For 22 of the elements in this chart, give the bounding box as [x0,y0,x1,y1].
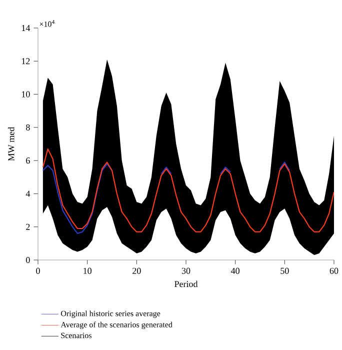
line-series [42,148,334,232]
y-tick-label: 2 [26,224,30,230]
legend-label: Scenarios [61,332,92,338]
x-tick-label: 60 [330,268,338,274]
y-tick-label: 0 [26,256,30,264]
x-tick-label: 40 [231,268,240,274]
x-tick-label: 10 [84,268,92,274]
text: ×10$^{4}$ [40,20,55,27]
y-tick-label: 6 [26,158,30,164]
y-tick-label: 10 [22,91,30,98]
x-axis-title: Period [174,280,198,288]
x-tick-label: 50 [280,268,289,274]
x-tick-label: 0 [36,268,40,274]
y-tick-label: 4 [26,190,30,197]
y-axis-title: MW med [8,126,14,161]
x-tick-label: 30 [182,268,190,274]
y-tick-label: 12 [22,58,30,64]
y-tick-label: 8 [26,124,30,130]
legend-label: Average of the scenarios generated [60,322,172,330]
legend-label: Original historic series average [61,310,160,318]
x-tick-label: 20 [132,268,141,274]
y-tick-label: 14 [22,25,30,31]
